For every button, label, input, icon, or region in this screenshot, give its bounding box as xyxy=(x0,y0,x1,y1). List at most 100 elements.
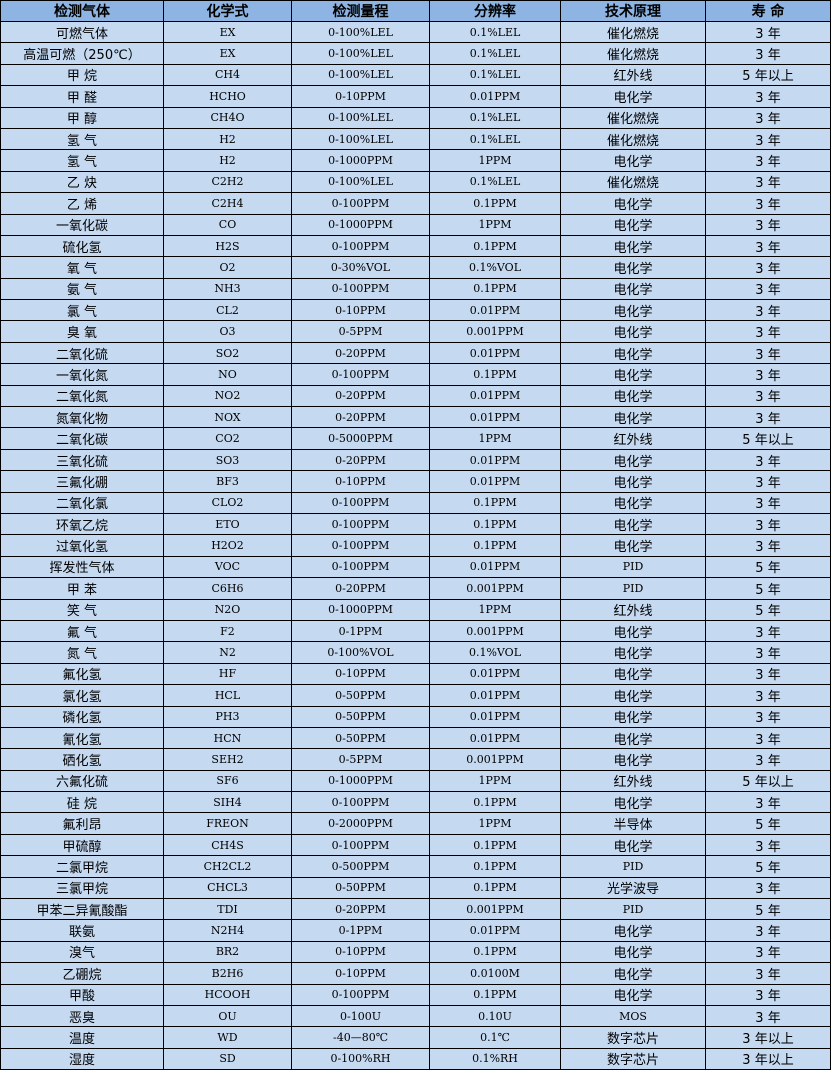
table-row: 环氧乙烷 ETO 0-100PPM 0.1PPM 电化学 3 年 xyxy=(0,512,831,536)
cell-range: 0-20PPM xyxy=(291,406,430,429)
cell-range: 0-1000PPM xyxy=(291,149,430,172)
cell-gas-name: 六氟化硫 xyxy=(0,769,164,793)
table-row: 温度 WD -40—80℃ 0.1℃ 数字芯片 3 年以上 xyxy=(0,1026,831,1049)
cell-principle: 数字芯片 xyxy=(560,1047,706,1071)
table-row: 氟化氢 HF 0-10PPM 0.01PPM 电化学 3 年 xyxy=(0,662,831,686)
cell-lifespan: 5 年以上 xyxy=(705,769,831,793)
cell-lifespan: 3 年 xyxy=(705,256,831,279)
cell-resolution: 0.001PPM xyxy=(429,898,561,921)
cell-lifespan: 3 年 xyxy=(705,748,831,771)
cell-gas-name: 二氧化碳 xyxy=(0,427,164,450)
cell-range: 0-20PPM xyxy=(291,577,430,600)
cell-gas-name: 可燃气体 xyxy=(0,20,164,44)
table-row: 二氧化氮 NO2 0-20PPM 0.01PPM 电化学 3 年 xyxy=(0,384,831,408)
cell-lifespan: 3 年 xyxy=(705,170,831,194)
cell-lifespan: 3 年 xyxy=(705,684,831,707)
cell-resolution: 1PPM xyxy=(429,598,561,621)
cell-lifespan: 3 年 xyxy=(705,705,831,728)
cell-resolution: 0.01PPM xyxy=(429,919,561,942)
cell-formula: VOC xyxy=(163,555,292,579)
cell-gas-name: 氰化氢 xyxy=(0,726,164,750)
cell-resolution: 0.1PPM xyxy=(429,512,561,536)
table-row: 氢 气 H2 0-100%LEL 0.1%LEL 催化燃烧 3 年 xyxy=(0,127,831,151)
cell-gas-name: 氯 气 xyxy=(0,299,164,322)
cell-resolution: 0.1%LEL xyxy=(429,42,561,65)
cell-formula: CO2 xyxy=(163,427,292,450)
cell-principle: 电化学 xyxy=(560,149,706,172)
cell-range: 0-1000PPM xyxy=(291,769,430,793)
cell-principle: 电化学 xyxy=(560,234,706,258)
cell-formula: N2H4 xyxy=(163,919,292,942)
table-row: 磷化氢 PH3 0-50PPM 0.01PPM 电化学 3 年 xyxy=(0,705,831,728)
cell-gas-name: 氯化氢 xyxy=(0,684,164,707)
cell-resolution: 0.01PPM xyxy=(429,406,561,429)
table-row: 硅 烷 SIH4 0-100PPM 0.1PPM 电化学 3 年 xyxy=(0,791,831,814)
table-row: 二氯甲烷 CH2CL2 0-500PPM 0.1PPM PID 5 年 xyxy=(0,855,831,878)
cell-lifespan: 3 年 xyxy=(705,85,831,108)
cell-resolution: 0.1PPM xyxy=(429,983,561,1006)
cell-lifespan: 3 年 xyxy=(705,384,831,408)
cell-formula: SF6 xyxy=(163,769,292,793)
cell-resolution: 0.1PPM xyxy=(429,363,561,386)
cell-principle: 电化学 xyxy=(560,534,706,557)
cell-range: 0-30%VOL xyxy=(291,256,430,279)
cell-range: 0-5PPM xyxy=(291,320,430,343)
cell-range: 0-100PPM xyxy=(291,277,430,301)
cell-range: 0-100PPM xyxy=(291,363,430,386)
cell-resolution: 0.01PPM xyxy=(429,470,561,493)
header-range: 检测量程 xyxy=(291,0,430,22)
table-row: 氧 气 O2 0-30%VOL 0.1%VOL 电化学 3 年 xyxy=(0,256,831,279)
cell-formula: H2O2 xyxy=(163,534,292,557)
cell-formula: SD xyxy=(163,1047,292,1071)
cell-range: 0-100PPM xyxy=(291,491,430,514)
cell-lifespan: 5 年 xyxy=(705,898,831,921)
cell-gas-name: 臭 氧 xyxy=(0,320,164,343)
table-row: 恶臭 OU 0-100U 0.10U MOS 3 年 xyxy=(0,1004,831,1028)
cell-principle: 电化学 xyxy=(560,662,706,686)
cell-resolution: 0.1%RH xyxy=(429,1047,561,1071)
cell-formula: HCN xyxy=(163,726,292,750)
cell-range: 0-1PPM xyxy=(291,919,430,942)
cell-lifespan: 3 年 xyxy=(705,149,831,172)
cell-range: 0-100PPM xyxy=(291,791,430,814)
cell-principle: 电化学 xyxy=(560,726,706,750)
cell-gas-name: 乙 烯 xyxy=(0,192,164,215)
cell-principle: 电化学 xyxy=(560,277,706,301)
table-row: 一氧化碳 CO 0-1000PPM 1PPM 电化学 3 年 xyxy=(0,213,831,236)
cell-principle: 电化学 xyxy=(560,320,706,343)
cell-resolution: 0.01PPM xyxy=(429,85,561,108)
cell-principle: PID xyxy=(560,898,706,921)
cell-principle: 数字芯片 xyxy=(560,1026,706,1049)
cell-range: 0-10PPM xyxy=(291,470,430,493)
cell-formula: C2H2 xyxy=(163,170,292,194)
table-row: 联氨 N2H4 0-1PPM 0.01PPM 电化学 3 年 xyxy=(0,919,831,942)
cell-gas-name: 三氯甲烷 xyxy=(0,876,164,900)
cell-range: 0-100PPM xyxy=(291,234,430,258)
table-row: 氮 气 N2 0-100%VOL 0.1%VOL 电化学 3 年 xyxy=(0,641,831,664)
cell-lifespan: 3 年 xyxy=(705,20,831,44)
cell-gas-name: 氢 气 xyxy=(0,149,164,172)
cell-resolution: 0.01PPM xyxy=(429,299,561,322)
cell-principle: 电化学 xyxy=(560,641,706,664)
cell-range: 0-5PPM xyxy=(291,748,430,771)
cell-lifespan: 5 年 xyxy=(705,555,831,579)
table-row: 高温可燃（250℃） EX 0-100%LEL 0.1%LEL 催化燃烧 3 年 xyxy=(0,42,831,65)
cell-lifespan: 3 年 xyxy=(705,641,831,664)
cell-lifespan: 3 年 xyxy=(705,662,831,686)
cell-range: 0-100%VOL xyxy=(291,641,430,664)
table-row: 硫化氢 H2S 0-100PPM 0.1PPM 电化学 3 年 xyxy=(0,234,831,258)
cell-formula: PH3 xyxy=(163,705,292,728)
cell-gas-name: 二氧化氮 xyxy=(0,384,164,408)
cell-principle: 电化学 xyxy=(560,491,706,514)
table-row: 一氧化氮 NO 0-100PPM 0.1PPM 电化学 3 年 xyxy=(0,363,831,386)
cell-resolution: 0.01PPM xyxy=(429,684,561,707)
cell-principle: 电化学 xyxy=(560,512,706,536)
cell-range: 0-50PPM xyxy=(291,876,430,900)
cell-range: 0-50PPM xyxy=(291,684,430,707)
cell-formula: SEH2 xyxy=(163,748,292,771)
cell-gas-name: 湿度 xyxy=(0,1047,164,1071)
cell-formula: CH4S xyxy=(163,833,292,857)
cell-principle: 电化学 xyxy=(560,363,706,386)
table-row: 三氧化硫 SO3 0-20PPM 0.01PPM 电化学 3 年 xyxy=(0,448,831,472)
cell-gas-name: 甲硫醇 xyxy=(0,833,164,857)
